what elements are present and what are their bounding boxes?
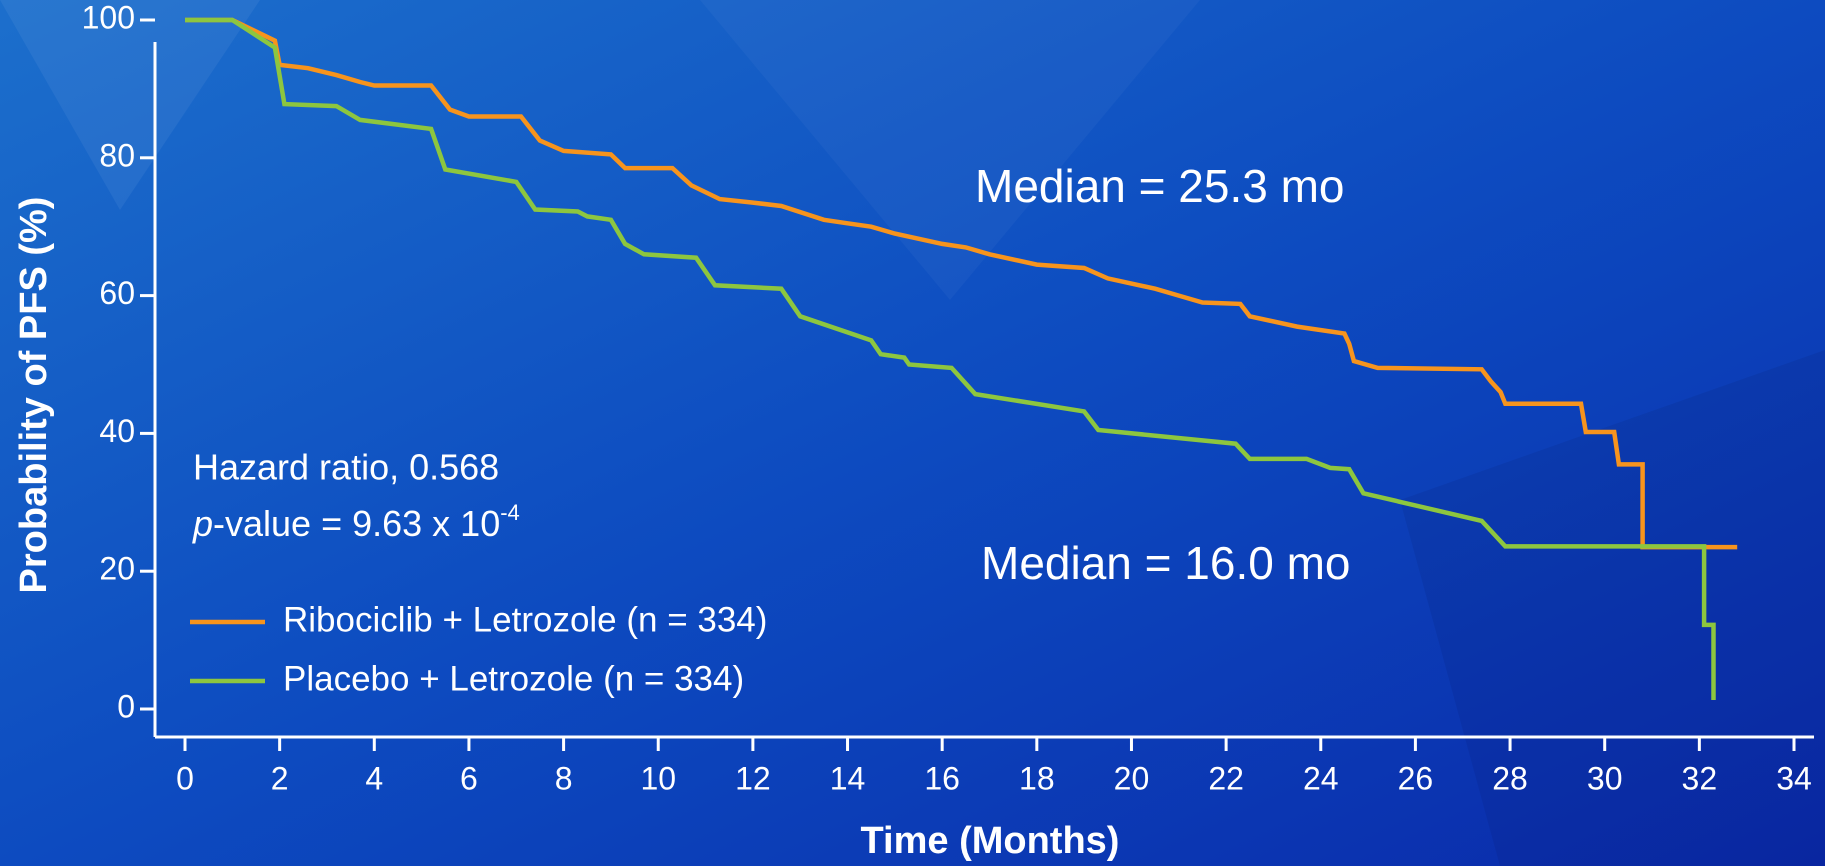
- median-annotation: Median = 16.0 mo: [981, 537, 1351, 589]
- x-tick-label: 22: [1208, 760, 1244, 796]
- p-value: p-value = 9.63 x 10-4: [192, 500, 520, 544]
- x-tick-label: 18: [1019, 760, 1055, 796]
- p-value-text: -value = 9.63 x 10: [213, 503, 500, 544]
- p-italic: p: [192, 503, 213, 544]
- x-tick-label: 12: [735, 760, 771, 796]
- x-tick-label: 16: [924, 760, 960, 796]
- x-tick-label: 20: [1114, 760, 1150, 796]
- x-tick-label: 10: [640, 760, 676, 796]
- x-tick-label: 30: [1587, 760, 1623, 796]
- x-axis-title: Time (Months): [861, 820, 1120, 862]
- y-tick-label: 80: [99, 137, 135, 173]
- x-tick-label: 6: [460, 760, 478, 796]
- y-tick-label: 0: [117, 688, 135, 724]
- x-tick-label: 28: [1492, 760, 1528, 796]
- x-tick-label: 4: [365, 760, 383, 796]
- p-exponent: -4: [500, 500, 520, 525]
- median-annotation: Median = 25.3 mo: [975, 160, 1345, 212]
- x-tick-label: 32: [1682, 760, 1718, 796]
- survival-curve: [185, 17, 1738, 550]
- survival-curve: [185, 17, 1716, 700]
- y-tick-label: 20: [99, 551, 135, 587]
- y-tick-label: 100: [82, 0, 135, 35]
- y-tick-label: 60: [99, 275, 135, 311]
- x-tick-label: 34: [1776, 760, 1812, 796]
- y-tick-label: 40: [99, 413, 135, 449]
- hazard-ratio: Hazard ratio, 0.568: [193, 447, 499, 488]
- y-axis-title: Probability of PFS (%): [13, 197, 55, 594]
- legend-label: Ribociclib + Letrozole (n = 334): [283, 600, 767, 639]
- x-tick-label: 26: [1398, 760, 1434, 796]
- x-tick-label: 0: [176, 760, 194, 796]
- x-tick-label: 2: [271, 760, 289, 796]
- legend-label: Placebo + Letrozole (n = 334): [283, 659, 744, 698]
- bg-facet: [0, 0, 260, 210]
- x-tick-label: 14: [830, 760, 866, 796]
- x-tick-label: 8: [555, 760, 573, 796]
- x-tick-label: 24: [1303, 760, 1339, 796]
